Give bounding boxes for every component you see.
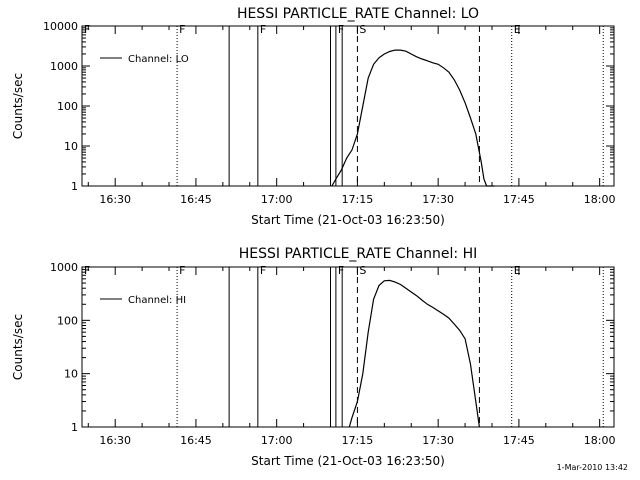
panel2-y-tick-label: 1 xyxy=(71,421,78,434)
panel1-x-tick-label: 16:30 xyxy=(99,193,131,206)
panel2-time-marker-label: E xyxy=(514,264,521,277)
plot-timestamp: 1-Mar-2010 13:42 xyxy=(556,463,628,472)
panel1-series-line xyxy=(331,49,495,187)
panel1-y-tick-label: 10 xyxy=(64,140,78,153)
panel1-time-marker-label: F xyxy=(179,23,185,36)
panel2-x-axis-label: Start Time (21-Oct-03 16:23:50) xyxy=(251,454,445,468)
panel2-x-tick-label: 17:45 xyxy=(503,434,535,447)
panel1-time-marker-label: E xyxy=(514,23,521,36)
panel2-y-tick-label: 10 xyxy=(64,368,78,381)
panel2-plot-frame xyxy=(81,266,615,428)
panel1-y-axis-label: Counts/sec xyxy=(11,73,25,139)
panel1-x-tick-label: 17:30 xyxy=(422,193,454,206)
panel2-series-line xyxy=(348,279,480,428)
panel2-x-tick-label: 16:30 xyxy=(99,434,131,447)
panel1-x-axis-label: Start Time (21-Oct-03 16:23:50) xyxy=(251,213,445,227)
panel1-x-tick-label: 18:00 xyxy=(584,193,616,206)
panel1-y-tick-label: 1000 xyxy=(50,60,78,73)
panel2-y-tick-label: 1000 xyxy=(50,261,78,274)
panel2-y-axis-label: Counts/sec xyxy=(11,314,25,380)
panel1-x-tick-label: 16:45 xyxy=(180,193,212,206)
panel2-time-marker-label: F xyxy=(179,264,185,277)
panel2-x-tick-label: 16:45 xyxy=(180,434,212,447)
panel1-y-tick-label: 10000 xyxy=(43,20,78,33)
panel2-x-tick-label: 17:00 xyxy=(261,434,293,447)
panel1-x-tick-label: 17:45 xyxy=(503,193,535,206)
panel2-chart-title: HESSI PARTICLE_RATE Channel: HI xyxy=(239,246,477,262)
panel2-legend-entry: Channel: HI xyxy=(128,295,186,306)
panel2-x-tick-label: 18:00 xyxy=(584,434,616,447)
panel2-time-marker-label: F xyxy=(84,264,90,277)
panel1-chart-title: HESSI PARTICLE_RATE Channel: LO xyxy=(237,6,479,22)
panel2-time-marker-label: S xyxy=(359,264,366,277)
panel2-y-tick-label: 100 xyxy=(57,314,78,327)
panel1-legend-entry: Channel: LO xyxy=(128,54,189,65)
panel1-time-marker-label: S xyxy=(359,23,366,36)
panel1-time-marker-label: F xyxy=(338,23,344,36)
panel1-x-tick-label: 17:00 xyxy=(261,193,293,206)
panel2-x-tick-label: 17:15 xyxy=(342,434,374,447)
panel2-time-marker-label: F xyxy=(338,264,344,277)
panel1-plot-frame xyxy=(81,25,615,187)
panel1-time-marker-label: F xyxy=(260,23,266,36)
panel2-time-marker-label: F xyxy=(260,264,266,277)
panel2-x-tick-label: 17:30 xyxy=(422,434,454,447)
panel1-x-tick-label: 17:15 xyxy=(342,193,374,206)
panel1-y-tick-label: 100 xyxy=(57,100,78,113)
panel1-time-marker-label: F xyxy=(84,23,90,36)
panel1-y-tick-label: 1 xyxy=(71,180,78,193)
